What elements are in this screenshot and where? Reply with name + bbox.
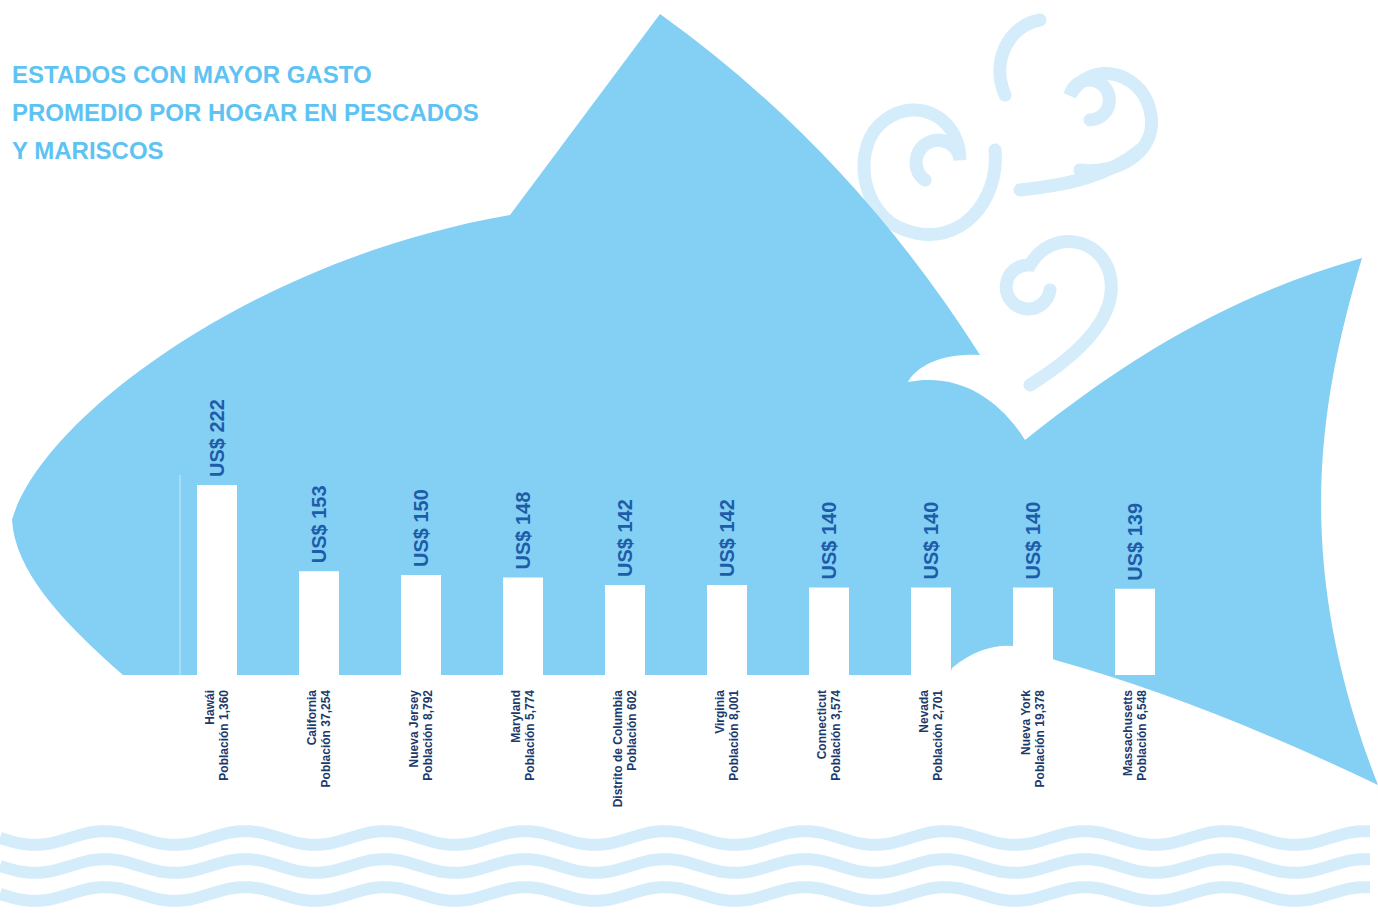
swirl <box>864 110 995 235</box>
bar <box>911 588 951 676</box>
chart: ESTADOS CON MAYOR GASTO PROMEDIO POR HOGA… <box>0 0 1378 919</box>
category-label: Nevada <box>917 690 931 733</box>
category-label: Nueva Jersey <box>407 690 421 768</box>
bar <box>197 485 237 675</box>
population-label: Población 5,774 <box>523 690 537 781</box>
bar <box>1115 589 1155 675</box>
bars <box>197 485 1155 675</box>
swirl <box>1006 242 1111 385</box>
data-labels: US$ 222 US$ 153 US$ 150 US$ 148 US$ 142 US$ 1… <box>206 399 1146 581</box>
bar <box>401 575 441 675</box>
population-label: Población 37,254 <box>319 690 333 788</box>
y-axis-line <box>180 475 181 675</box>
category-label: California <box>305 690 319 746</box>
population-label: Población 6,548 <box>1135 690 1149 781</box>
data-label: US$ 140 <box>818 502 840 580</box>
title-line: ESTADOS CON MAYOR GASTO <box>12 61 372 88</box>
data-label: US$ 153 <box>308 485 330 563</box>
category-label: Virginia <box>713 690 727 734</box>
population-label: Población 2,701 <box>931 690 945 781</box>
wave <box>0 859 1370 873</box>
title: ESTADOS CON MAYOR GASTO PROMEDIO POR HOGA… <box>12 61 479 164</box>
wave <box>0 887 1370 901</box>
bar <box>707 585 747 675</box>
data-label: US$ 140 <box>920 502 942 580</box>
category-label: Hawái <box>203 690 217 725</box>
title-line: PROMEDIO POR HOGAR EN PESCADOS <box>12 99 479 126</box>
data-label: US$ 142 <box>716 499 738 577</box>
category-labels: HawáiPoblación 1,360CaliforniaPoblación … <box>203 690 1149 808</box>
category-label: Maryland <box>509 690 523 743</box>
data-label: US$ 150 <box>410 489 432 567</box>
data-label: US$ 222 <box>206 399 228 477</box>
category-label: Connecticut <box>815 690 829 759</box>
bar <box>809 588 849 676</box>
category-label: Nueva York <box>1019 690 1033 755</box>
category-label: Massachusetts <box>1121 690 1135 776</box>
bar <box>1013 588 1053 676</box>
swirl <box>1020 150 1140 190</box>
population-label: Población 3,574 <box>829 690 843 781</box>
waves <box>0 831 1370 901</box>
bar <box>299 571 339 675</box>
fish-shape <box>12 14 1378 785</box>
wave <box>0 831 1370 845</box>
bar <box>503 578 543 676</box>
bar <box>605 585 645 675</box>
population-label: Población 19,378 <box>1033 690 1047 788</box>
data-label: US$ 139 <box>1124 503 1146 581</box>
data-label: US$ 140 <box>1022 502 1044 580</box>
population-label: Población 1,360 <box>217 690 231 781</box>
population-label: Población 8,001 <box>727 690 741 781</box>
swirl <box>1000 20 1040 95</box>
data-label: US$ 148 <box>512 492 534 570</box>
data-label: US$ 142 <box>614 499 636 577</box>
category-label: Distrito de Columbia <box>611 690 625 808</box>
title-line: Y MARISCOS <box>12 137 164 164</box>
population-label: Población 602 <box>625 690 639 771</box>
population-label: Población 8,792 <box>421 690 435 781</box>
